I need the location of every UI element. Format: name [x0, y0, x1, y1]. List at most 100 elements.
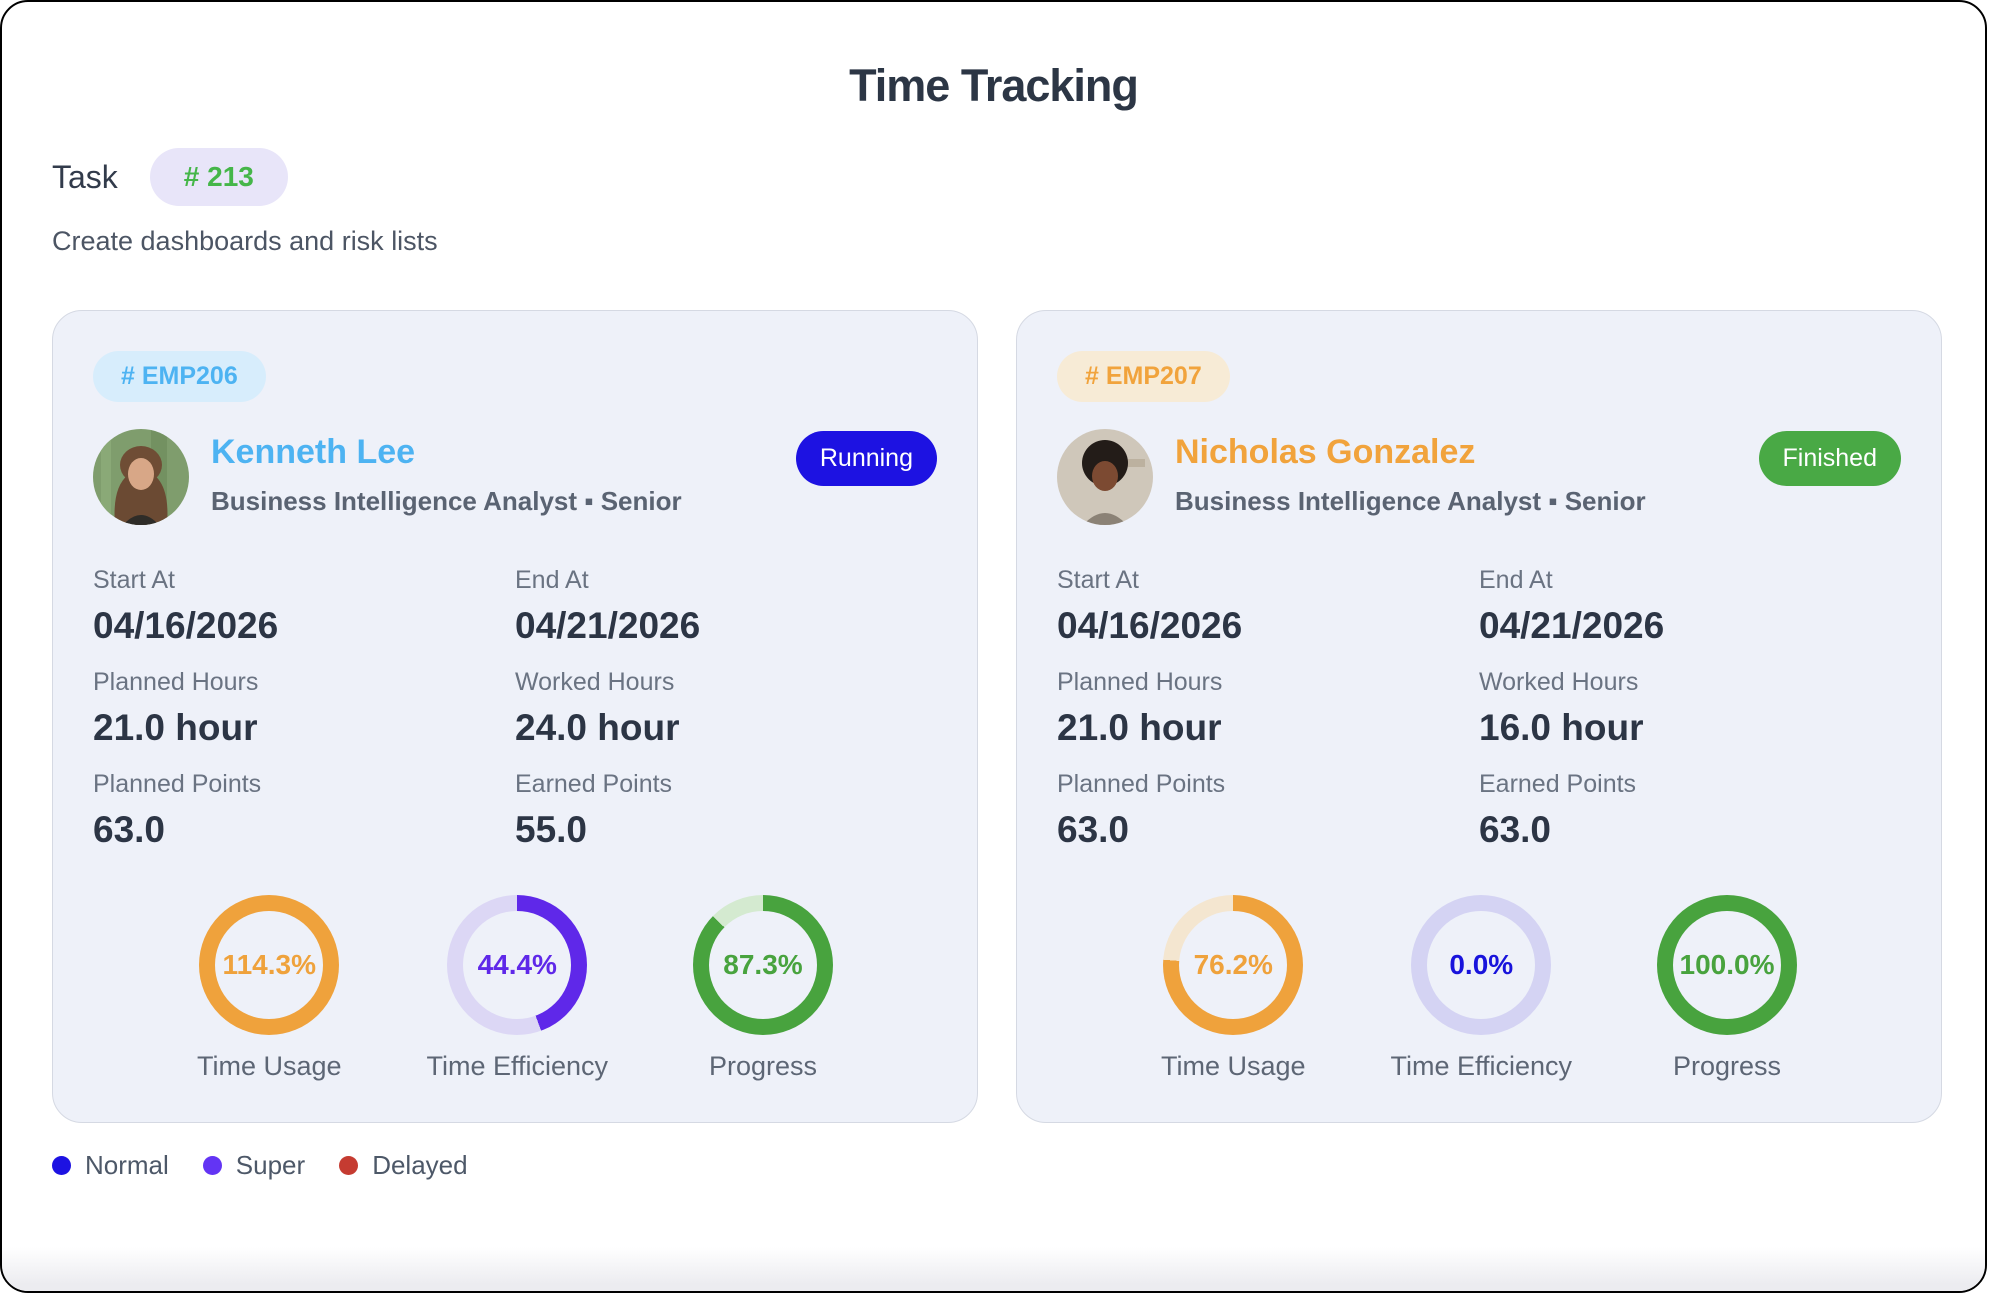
field-value: 04/21/2026 [515, 605, 701, 646]
donut-progress: 87.3% Progress [692, 895, 833, 1082]
field-end-at: End At 04/21/2026 [515, 565, 937, 649]
donut-label: Time Usage [197, 1051, 342, 1081]
field-value: 21.0 hour [1057, 707, 1222, 748]
employee-card-emp207: # EMP207 Nicholas Gonzalez Business Inte… [1016, 310, 1942, 1123]
donut-percent: 87.3% [723, 949, 803, 980]
field-value: 63.0 [1479, 809, 1552, 850]
legend-dot-super [202, 1156, 222, 1175]
field-planned-points: Planned Points 63.0 [1057, 769, 1479, 853]
employee-role: Business Intelligence Analyst ▪ Senior [1175, 486, 1646, 516]
donut-label: Time Usage [1161, 1051, 1306, 1081]
employee-role: Business Intelligence Analyst ▪ Senior [211, 486, 682, 516]
field-value: 16.0 hour [1479, 707, 1644, 748]
donut-label: Time Efficiency [1390, 1051, 1573, 1081]
employee-id-badge: # EMP206 [93, 351, 266, 402]
avatar-photo [1057, 429, 1153, 525]
avatar-photo [93, 429, 189, 525]
field-end-at: End At 04/21/2026 [1479, 565, 1901, 649]
field-value: 55.0 [515, 809, 588, 850]
employee-fields: Start At 04/16/2026 End At 04/21/2026 Pl… [1057, 565, 1901, 853]
employee-fields: Start At 04/16/2026 End At 04/21/2026 Pl… [93, 565, 937, 853]
field-label: Planned Hours [1057, 668, 1223, 696]
field-worked-hours: Worked Hours 16.0 hour [1479, 667, 1901, 751]
field-earned-points: Earned Points 63.0 [1479, 769, 1901, 853]
field-planned-hours: Planned Hours 21.0 hour [1057, 667, 1479, 751]
field-label: End At [515, 566, 589, 594]
field-planned-hours: Planned Hours 21.0 hour [93, 667, 515, 751]
field-planned-points: Planned Points 63.0 [93, 769, 515, 853]
field-value: 04/16/2026 [93, 605, 279, 646]
legend-dot-normal [52, 1156, 71, 1175]
donut-label: Time Efficiency [426, 1051, 609, 1081]
donut-ring: 87.3% [692, 895, 833, 1035]
field-label: Earned Points [515, 770, 673, 798]
donut-percent: 114.3% [222, 949, 316, 980]
task-number-badge: # 213 [149, 148, 288, 206]
field-value: 63.0 [93, 809, 166, 850]
field-label: Start At [93, 566, 175, 594]
donut-ring: 76.2% [1163, 895, 1304, 1035]
donut-label: Progress [1672, 1051, 1781, 1081]
page-title: Time Tracking [849, 60, 1139, 111]
employee-header: Nicholas Gonzalez Business Intelligence … [1057, 429, 1901, 525]
donut-time-usage: 114.3% Time Usage [197, 895, 342, 1082]
avatar [1057, 429, 1153, 525]
field-start-at: Start At 04/16/2026 [1057, 565, 1479, 649]
task-label: Task [52, 158, 118, 195]
field-label: Earned Points [1479, 770, 1637, 798]
donut-percent: 100.0% [1679, 949, 1775, 980]
legend-dot-delayed [339, 1156, 359, 1175]
donut-ring: 44.4% [447, 895, 588, 1035]
legend-item-delayed: Delayed [339, 1150, 468, 1181]
field-value: 63.0 [1057, 809, 1130, 850]
field-label: Worked Hours [1479, 668, 1639, 696]
donut-progress: 100.0% Progress [1656, 895, 1797, 1082]
donut-time-efficiency: 0.0% Time Efficiency [1390, 895, 1572, 1082]
donut-percent: 44.4% [477, 949, 557, 980]
donut-percent: 0.0% [1449, 949, 1514, 980]
task-description: Create dashboards and risk lists [52, 226, 438, 256]
legend-item-super: Super [202, 1150, 306, 1181]
field-earned-points: Earned Points 55.0 [515, 769, 937, 853]
field-value: 24.0 hour [515, 707, 680, 748]
field-value: 04/16/2026 [1057, 605, 1243, 646]
employee-card-emp206: # EMP206 Kenneth Lee Business In [52, 310, 978, 1123]
status-badge: Running [795, 431, 937, 486]
legend-item-normal: Normal [52, 1150, 169, 1181]
employee-identity: Nicholas Gonzalez Business Intelligence … [1175, 429, 1646, 517]
employee-name: Kenneth Lee [211, 433, 416, 471]
employee-header: Kenneth Lee Business Intelligence Analys… [93, 429, 937, 525]
field-value: 21.0 hour [93, 707, 258, 748]
legend-label: Delayed [372, 1150, 468, 1180]
field-label: Planned Points [1057, 770, 1226, 798]
task-row: Task # 213 [52, 148, 288, 206]
field-label: Planned Points [93, 770, 262, 798]
employee-id-badge: # EMP207 [1057, 351, 1230, 402]
donut-row: 76.2% Time Usage 0.0% Time Efficiency 10… [1057, 895, 1901, 1082]
field-label: Planned Hours [93, 668, 259, 696]
donut-time-efficiency: 44.4% Time Efficiency [426, 895, 608, 1082]
status-legend: Normal Super Delayed [52, 1150, 468, 1181]
legend-label: Normal [85, 1150, 169, 1180]
donut-ring: 114.3% [199, 895, 340, 1035]
donut-row: 114.3% Time Usage 44.4% Time Efficiency … [93, 895, 937, 1082]
status-badge: Finished [1758, 431, 1901, 486]
donut-percent: 76.2% [1193, 949, 1273, 980]
field-value: 04/21/2026 [1479, 605, 1665, 646]
donut-label: Progress [708, 1051, 817, 1081]
avatar [93, 429, 189, 525]
employee-identity: Kenneth Lee Business Intelligence Analys… [211, 429, 682, 517]
donut-ring: 100.0% [1656, 895, 1797, 1035]
donut-ring: 0.0% [1411, 895, 1552, 1035]
field-label: End At [1479, 566, 1553, 594]
field-start-at: Start At 04/16/2026 [93, 565, 515, 649]
donut-time-usage: 76.2% Time Usage [1161, 895, 1306, 1082]
employee-name: Nicholas Gonzalez [1175, 433, 1476, 471]
field-worked-hours: Worked Hours 24.0 hour [515, 667, 937, 751]
bottom-scroll-fade [2, 1247, 1985, 1291]
employee-cards: # EMP206 Kenneth Lee Business In [52, 310, 1942, 1123]
field-label: Worked Hours [515, 668, 675, 696]
field-label: Start At [1057, 566, 1139, 594]
legend-label: Super [235, 1150, 306, 1180]
